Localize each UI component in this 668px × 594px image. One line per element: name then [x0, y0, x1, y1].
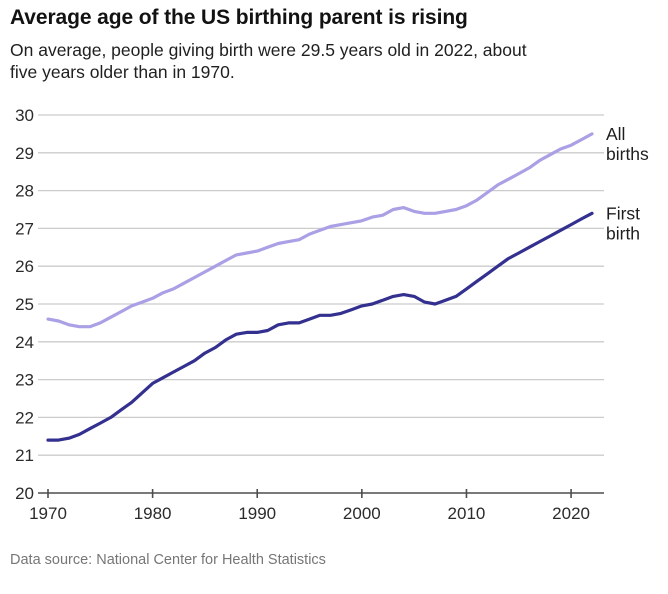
series-label-all-births: All births: [606, 124, 649, 164]
x-axis-tick-label: 2000: [343, 504, 381, 523]
chart-subtitle: On average, people giving birth were 29.…: [10, 40, 658, 83]
y-axis-tick-label: 27: [15, 219, 34, 238]
x-axis-tick-label: 2020: [552, 504, 590, 523]
y-axis-tick-label: 24: [15, 333, 34, 352]
chart-subtitle-line-2: five years older than in 1970.: [10, 61, 235, 82]
y-axis-tick-label: 30: [15, 106, 34, 125]
y-axis-tick-label: 22: [15, 408, 34, 427]
chart-title: Average age of the US birthing parent is…: [10, 6, 468, 29]
y-axis-tick-label: 20: [15, 484, 34, 503]
source-note: Data source: National Center for Health …: [10, 552, 326, 568]
chart-subtitle-line-1: On average, people giving birth were 29.…: [10, 40, 527, 60]
x-axis-tick-label: 1970: [29, 504, 67, 523]
y-axis-tick-label: 25: [15, 295, 34, 314]
x-axis-tick-label: 2010: [448, 504, 486, 523]
y-axis-tick-label: 21: [15, 446, 34, 465]
y-axis-tick-label: 28: [15, 182, 34, 201]
y-axis-tick-label: 23: [15, 371, 34, 390]
series-label-first-birth: First birth: [606, 203, 640, 243]
x-axis-tick-label: 1980: [134, 504, 172, 523]
first-birth-line: [46, 211, 594, 442]
y-axis-tick-label: 26: [15, 257, 34, 276]
x-axis-tick-label: 1990: [238, 504, 276, 523]
y-axis-tick-label: 29: [15, 144, 34, 163]
all-births-line: [46, 132, 594, 329]
